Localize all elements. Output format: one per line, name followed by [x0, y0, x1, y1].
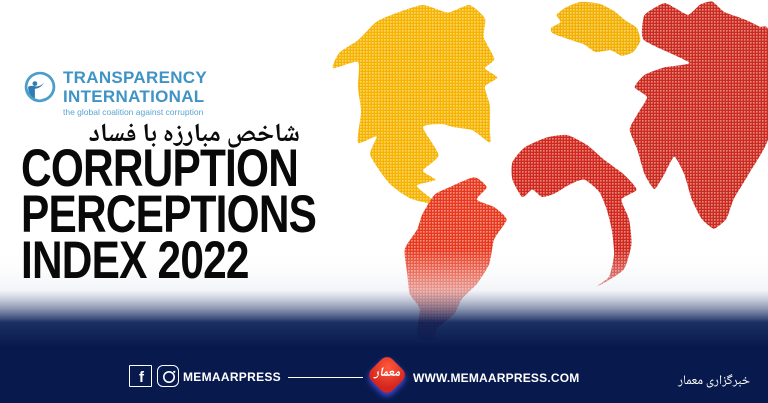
svg-text:f: f	[139, 369, 145, 386]
